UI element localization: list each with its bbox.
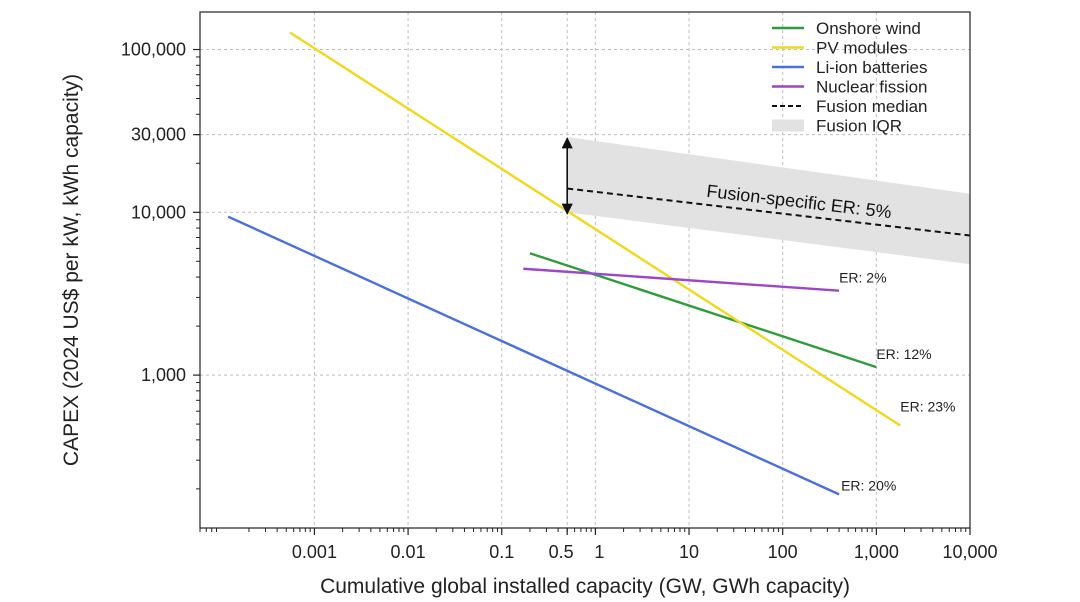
legend-label-fusion-iqr: Fusion IQR: [816, 117, 902, 136]
legend-label-nuclear-fission: Nuclear fission: [816, 78, 928, 97]
er-label-li-ion-batteries: ER: 20%: [841, 477, 896, 493]
er-label-onshore-wind: ER: 12%: [876, 346, 931, 362]
legend-label-onshore-wind: Onshore wind: [816, 19, 921, 38]
legend-label-li-ion-batteries: Li-ion batteries: [816, 58, 928, 77]
series-line-li-ion-batteries: [227, 215, 840, 496]
x-tick-label: 10,000: [942, 542, 997, 562]
y-axis-title: CAPEX (2024 US$ per kW, kWh capacity): [60, 74, 83, 466]
x-tick-label: 0.01: [391, 542, 426, 562]
series-line-nuclear-fission: [523, 267, 840, 292]
fusion-iqr-band: [567, 137, 970, 265]
series-lines: [227, 31, 970, 496]
series-line-fusion-median: [567, 187, 970, 237]
fusion-iqr-area: [567, 137, 970, 265]
axes: 0.001 0.01 0.1 0.5 1 10 100 1,000 10,000 1,000 10,…: [121, 40, 998, 562]
y-tick-label: 30,000: [131, 125, 186, 145]
x-tick-label: 0.001: [292, 542, 337, 562]
er-label-nuclear-fission: ER: 2%: [839, 270, 886, 286]
x-axis-title: Cumulative global installed capacity (GW…: [320, 575, 850, 598]
y-tick-label: 10,000: [131, 202, 186, 222]
legend-label-fusion-median: Fusion median: [816, 97, 928, 116]
series-line-pv-modules: [289, 31, 901, 427]
legend-swatch-fusion-iqr: [772, 119, 804, 132]
x-tick-label: 1: [594, 542, 604, 562]
plot-background: [200, 12, 970, 528]
y-tick-label: 100,000: [121, 40, 186, 60]
x-tick-label: 100: [768, 542, 798, 562]
x-tick-label: 1,000: [854, 542, 899, 562]
x-tick-label: 0.5: [549, 542, 574, 562]
legend-label-pv-modules: PV modules: [816, 39, 908, 58]
plot-frame: [199, 11, 971, 529]
y-tick-label: 1,000: [141, 365, 186, 385]
x-tick-label: 10: [679, 542, 699, 562]
er-label-pv-modules: ER: 23%: [900, 399, 955, 415]
x-tick-label: 0.1: [489, 542, 514, 562]
